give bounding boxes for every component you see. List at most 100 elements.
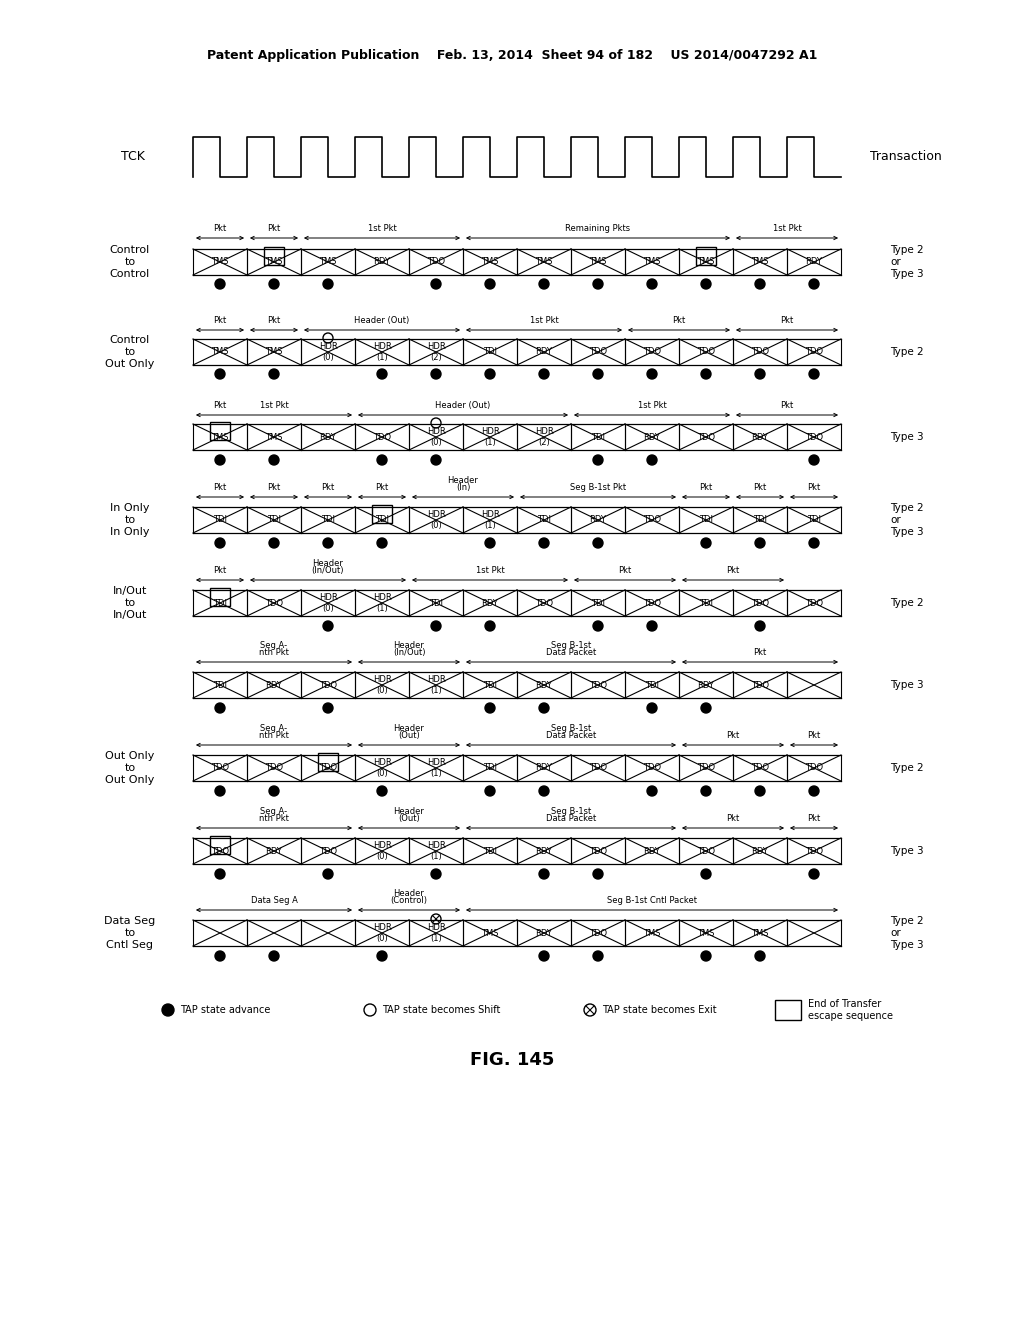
Text: Type 3: Type 3 bbox=[890, 432, 924, 442]
Circle shape bbox=[755, 620, 765, 631]
Text: Header: Header bbox=[393, 642, 424, 649]
Circle shape bbox=[701, 785, 711, 796]
Text: Pkt: Pkt bbox=[267, 483, 281, 492]
Text: Pkt: Pkt bbox=[322, 483, 335, 492]
Text: RDY: RDY bbox=[536, 846, 552, 855]
Circle shape bbox=[431, 370, 441, 379]
Text: TDI: TDI bbox=[429, 598, 443, 607]
Circle shape bbox=[593, 370, 603, 379]
Text: Seg B-1st Pkt: Seg B-1st Pkt bbox=[570, 483, 626, 492]
Circle shape bbox=[215, 950, 225, 961]
Circle shape bbox=[269, 370, 279, 379]
Text: Pkt: Pkt bbox=[213, 224, 226, 234]
Text: Data Packet: Data Packet bbox=[546, 814, 596, 822]
Text: RDY: RDY bbox=[481, 598, 499, 607]
Circle shape bbox=[755, 370, 765, 379]
Text: RDY: RDY bbox=[536, 763, 552, 772]
Text: HDR
(1): HDR (1) bbox=[427, 923, 445, 942]
Text: TDO: TDO bbox=[535, 598, 553, 607]
Text: Type 2
or
Type 3: Type 2 or Type 3 bbox=[890, 916, 924, 949]
Text: TDO: TDO bbox=[265, 598, 283, 607]
Text: Pkt: Pkt bbox=[213, 315, 226, 325]
Text: nth Pkt: nth Pkt bbox=[259, 648, 289, 657]
Text: TMS: TMS bbox=[643, 928, 660, 937]
Text: HDR
(0): HDR (0) bbox=[427, 428, 445, 446]
Circle shape bbox=[647, 704, 657, 713]
Text: FIG. 145: FIG. 145 bbox=[470, 1051, 554, 1069]
Text: RDY: RDY bbox=[643, 846, 660, 855]
Text: Type 2: Type 2 bbox=[890, 347, 924, 356]
Circle shape bbox=[215, 370, 225, 379]
Text: TMS: TMS bbox=[481, 257, 499, 267]
Text: TDI: TDI bbox=[807, 516, 821, 524]
Text: (In/Out): (In/Out) bbox=[393, 648, 425, 657]
Text: TDO: TDO bbox=[589, 681, 607, 689]
Text: Out Only
to
Out Only: Out Only to Out Only bbox=[105, 751, 155, 784]
Text: Type 3: Type 3 bbox=[890, 846, 924, 855]
Text: In Only
to
In Only: In Only to In Only bbox=[111, 503, 150, 537]
Circle shape bbox=[593, 620, 603, 631]
Text: Header: Header bbox=[447, 477, 478, 484]
Circle shape bbox=[539, 869, 549, 879]
Text: (Out): (Out) bbox=[398, 731, 420, 741]
Text: Pkt: Pkt bbox=[213, 566, 226, 576]
Text: Pkt: Pkt bbox=[807, 731, 820, 741]
Text: TDI: TDI bbox=[483, 846, 497, 855]
Text: HDR
(1): HDR (1) bbox=[373, 593, 391, 612]
Text: TDI: TDI bbox=[483, 763, 497, 772]
Circle shape bbox=[647, 620, 657, 631]
Circle shape bbox=[593, 539, 603, 548]
Text: Pkt: Pkt bbox=[267, 224, 281, 234]
Text: RDY: RDY bbox=[536, 681, 552, 689]
Circle shape bbox=[755, 785, 765, 796]
Circle shape bbox=[431, 869, 441, 879]
Circle shape bbox=[215, 785, 225, 796]
Text: Seg B-1st: Seg B-1st bbox=[551, 807, 591, 816]
Text: HDR
(0): HDR (0) bbox=[373, 758, 391, 777]
Circle shape bbox=[323, 869, 333, 879]
Text: TDI: TDI bbox=[699, 598, 713, 607]
Text: Pkt: Pkt bbox=[726, 814, 739, 822]
Circle shape bbox=[215, 704, 225, 713]
Circle shape bbox=[701, 950, 711, 961]
Text: TMS: TMS bbox=[752, 928, 769, 937]
Circle shape bbox=[215, 539, 225, 548]
Text: TMS: TMS bbox=[211, 433, 228, 441]
Text: In/Out
to
In/Out: In/Out to In/Out bbox=[113, 586, 147, 619]
Text: TDI: TDI bbox=[375, 516, 389, 524]
Text: Pkt: Pkt bbox=[807, 814, 820, 822]
Text: Pkt: Pkt bbox=[780, 401, 794, 411]
Text: HDR
(1): HDR (1) bbox=[427, 841, 445, 861]
Circle shape bbox=[539, 539, 549, 548]
Text: Pkt: Pkt bbox=[673, 315, 686, 325]
Text: Header: Header bbox=[393, 888, 424, 898]
Text: HDR
(0): HDR (0) bbox=[427, 511, 445, 529]
Text: TDI: TDI bbox=[699, 516, 713, 524]
Text: RDY: RDY bbox=[374, 257, 390, 267]
Text: TDO: TDO bbox=[589, 846, 607, 855]
Circle shape bbox=[377, 455, 387, 465]
Text: HDR
(0): HDR (0) bbox=[373, 841, 391, 861]
Text: End of Transfer
escape sequence: End of Transfer escape sequence bbox=[808, 999, 893, 1020]
Text: HDR
(1): HDR (1) bbox=[373, 342, 391, 362]
Circle shape bbox=[701, 279, 711, 289]
Text: RDY: RDY bbox=[265, 681, 283, 689]
Text: Type 2: Type 2 bbox=[890, 763, 924, 774]
Bar bbox=[696, 247, 716, 265]
Text: Pkt: Pkt bbox=[754, 648, 767, 657]
Text: TMS: TMS bbox=[211, 257, 228, 267]
Text: RDY: RDY bbox=[752, 433, 768, 441]
Text: HDR
(1): HDR (1) bbox=[480, 428, 500, 446]
Text: Pkt: Pkt bbox=[618, 566, 632, 576]
Circle shape bbox=[755, 539, 765, 548]
Text: TDI: TDI bbox=[267, 516, 281, 524]
Bar bbox=[210, 836, 230, 854]
Text: TMS: TMS bbox=[265, 433, 283, 441]
Text: TDI: TDI bbox=[213, 681, 227, 689]
Text: nth Pkt: nth Pkt bbox=[259, 814, 289, 822]
Text: TDO: TDO bbox=[805, 433, 823, 441]
Text: TDI: TDI bbox=[213, 516, 227, 524]
Text: TDO: TDO bbox=[697, 347, 715, 356]
Text: HDR
(0): HDR (0) bbox=[318, 342, 337, 362]
Text: Pkt: Pkt bbox=[267, 315, 281, 325]
